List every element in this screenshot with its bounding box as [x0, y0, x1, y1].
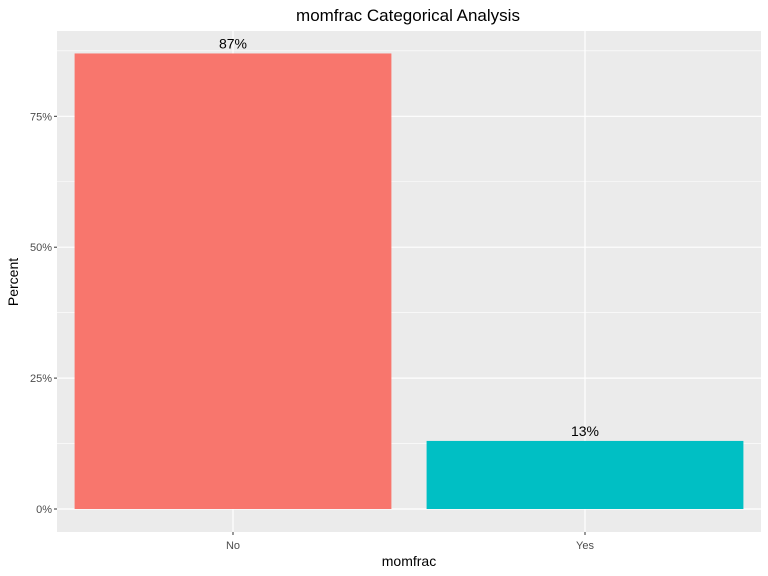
chart-title: momfrac Categorical Analysis — [296, 6, 520, 25]
y-tick-label: 25% — [30, 373, 52, 385]
data-label-yes: 13% — [571, 423, 599, 439]
x-axis: No Yes — [226, 532, 594, 552]
y-tick-label: 0% — [36, 504, 52, 516]
x-tick-label: Yes — [576, 540, 594, 552]
bar-yes — [426, 440, 744, 509]
y-tick-label: 50% — [30, 242, 52, 254]
y-tick-label: 75% — [30, 111, 52, 123]
x-axis-title: momfrac — [382, 553, 436, 569]
y-axis: 0% 25% 50% 75% — [30, 111, 57, 516]
x-tick-label: No — [226, 540, 240, 552]
y-axis-title: Percent — [5, 258, 21, 306]
bar-no — [74, 53, 392, 510]
data-labels-layer: 87% 13% — [219, 35, 599, 438]
bars-layer — [74, 53, 744, 510]
data-label-no: 87% — [219, 35, 247, 51]
